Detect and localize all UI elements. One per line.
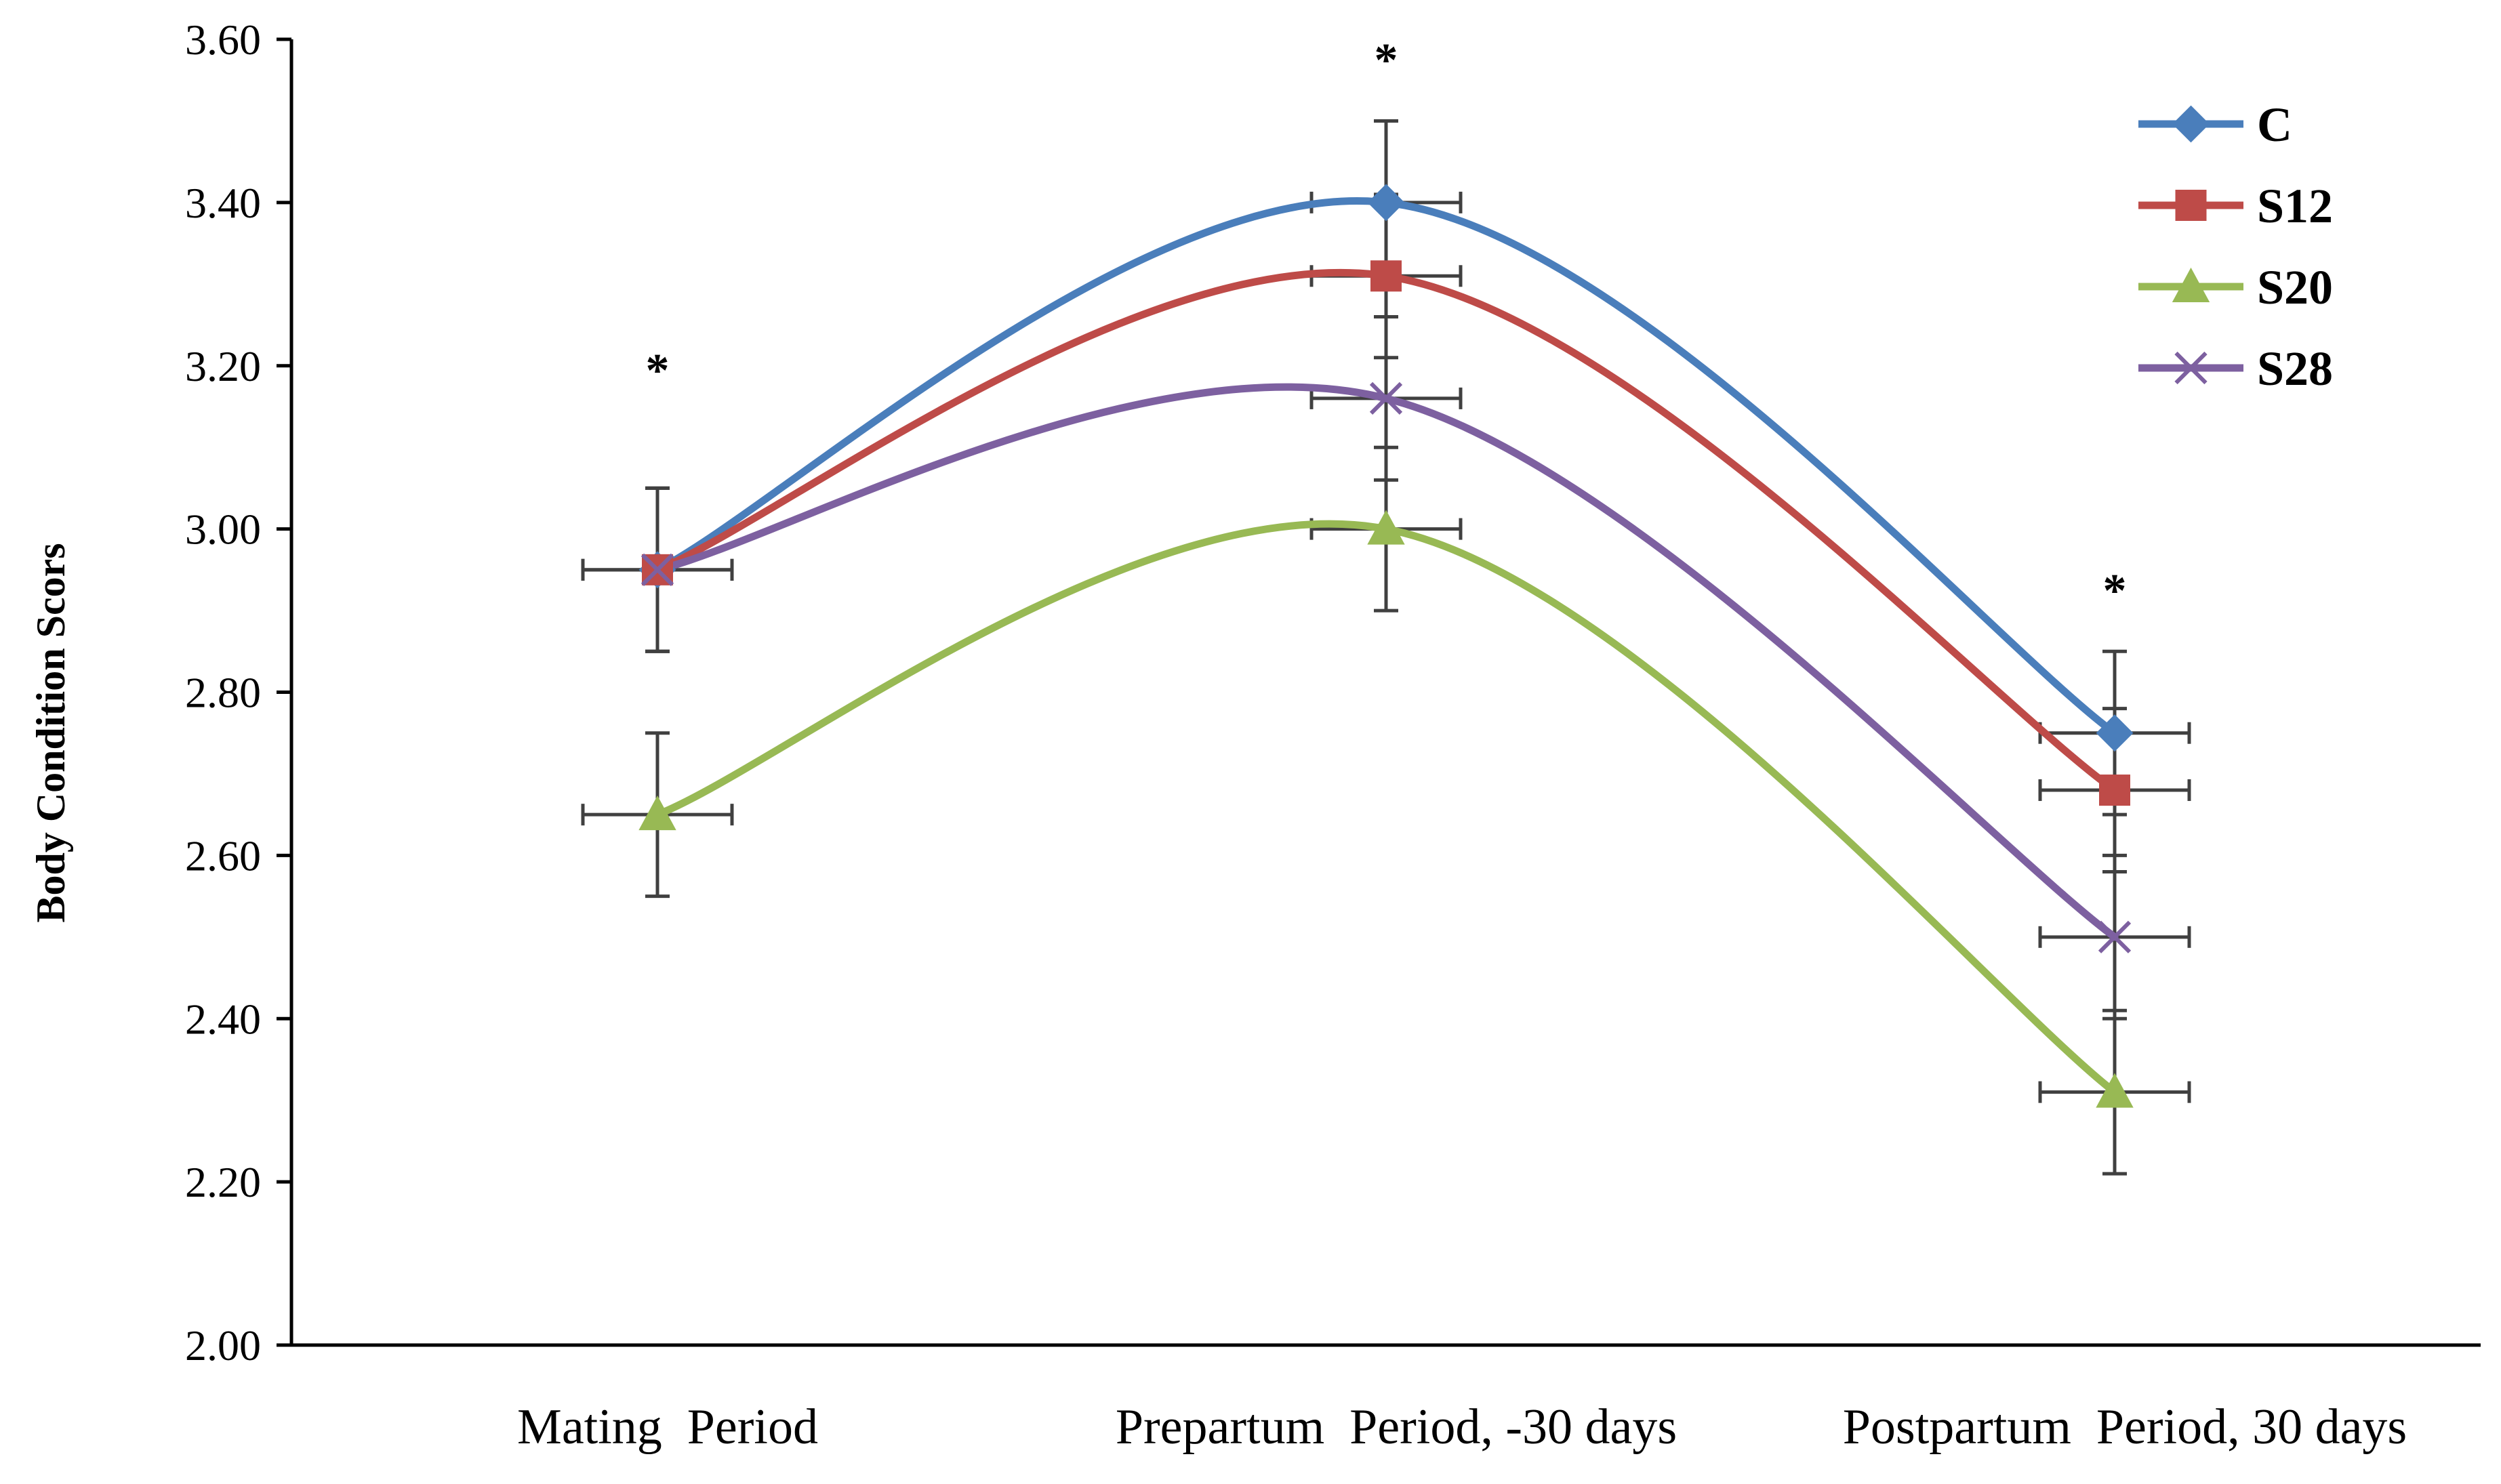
legend-marker <box>2172 105 2210 143</box>
data-point-s12 <box>2099 775 2130 806</box>
y-axis-title: Body Condition Scors <box>28 543 73 922</box>
legend-label: S12 <box>2257 179 2333 233</box>
legend-item-c: C <box>2138 98 2292 152</box>
legend-marker <box>2175 190 2207 221</box>
data-point-c <box>1367 184 1405 222</box>
significance-asterisk: * <box>646 345 670 397</box>
data-point-s28 <box>640 553 674 586</box>
legend-marker <box>2172 267 2210 302</box>
legend-label: S28 <box>2257 342 2333 396</box>
legend-item-s28: S28 <box>2138 342 2333 396</box>
legend-item-s12: S12 <box>2138 179 2333 233</box>
legend-label: C <box>2257 98 2292 152</box>
y-tick-label: 3.60 <box>185 16 261 64</box>
data-point-c <box>2096 714 2134 752</box>
data-point-s20 <box>2096 1073 2134 1108</box>
legend-label: S20 <box>2257 260 2333 314</box>
y-tick-label: 3.20 <box>185 342 261 390</box>
y-tick-label: 3.40 <box>185 179 261 227</box>
y-tick-label: 2.80 <box>185 669 261 717</box>
y-tick-label: 3.00 <box>185 506 261 554</box>
x-category-label: Prepartum Period, -30 days <box>1116 1399 1677 1455</box>
x-marker-stroke <box>640 553 674 586</box>
data-point-s28 <box>1369 382 1403 415</box>
data-point-s20 <box>638 796 676 831</box>
x-marker-stroke <box>1369 382 1403 415</box>
data-point-s28 <box>2098 920 2132 953</box>
x-marker-stroke <box>2174 351 2208 385</box>
x-marker-stroke <box>2098 920 2132 953</box>
y-tick-label: 2.20 <box>185 1158 261 1206</box>
y-tick-label: 2.60 <box>185 831 261 880</box>
significance-asterisk: * <box>2103 565 2127 617</box>
legend-item-s20: S20 <box>2138 260 2333 314</box>
significance-asterisk: * <box>1375 35 1398 87</box>
data-point-s12 <box>1370 260 1402 292</box>
y-tick-label: 2.00 <box>185 1321 261 1369</box>
x-category-label: Postpartum Period, 30 days <box>1843 1399 2407 1455</box>
legend-marker <box>2174 351 2208 385</box>
series-line-s28 <box>653 383 2119 941</box>
x-category-label: Mating Period <box>517 1399 818 1455</box>
data-point-s20 <box>1367 510 1405 545</box>
y-tick-label: 2.40 <box>185 995 261 1043</box>
